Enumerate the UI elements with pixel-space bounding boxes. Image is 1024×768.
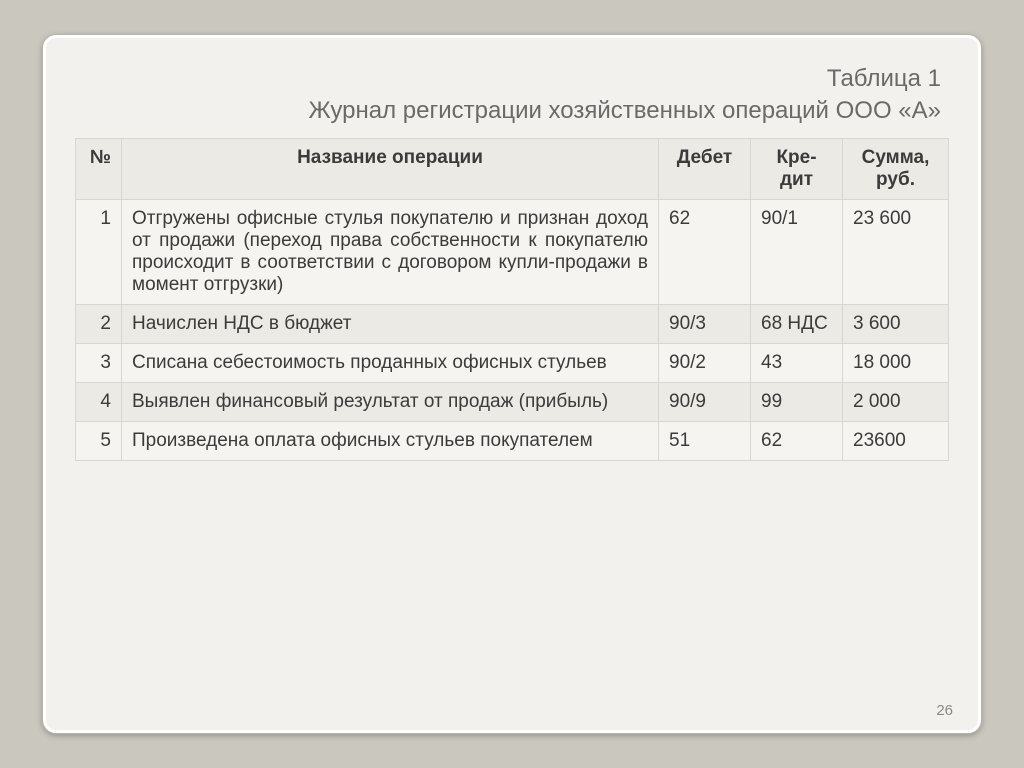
col-header-credit: Кре-дит bbox=[751, 138, 843, 199]
table-row: 3 Списана себестоимость проданных офисны… bbox=[76, 343, 949, 382]
cell-name: Начислен НДС в бюджет bbox=[122, 304, 659, 343]
cell-credit: 62 bbox=[751, 421, 843, 460]
cell-sum: 3 600 bbox=[843, 304, 949, 343]
cell-credit: 43 bbox=[751, 343, 843, 382]
cell-num: 3 bbox=[76, 343, 122, 382]
cell-debit: 51 bbox=[659, 421, 751, 460]
cell-sum: 18 000 bbox=[843, 343, 949, 382]
table-row: 4 Выявлен финансовый результат от продаж… bbox=[76, 382, 949, 421]
operations-table: № Название операции Дебет Кре-дит Сумма,… bbox=[75, 138, 949, 461]
table-header-row: № Название операции Дебет Кре-дит Сумма,… bbox=[76, 138, 949, 199]
table-row: 1 Отгружены офисные стулья покупателю и … bbox=[76, 199, 949, 304]
cell-sum: 2 000 bbox=[843, 382, 949, 421]
slide-title: Таблица 1 Журнал регистрации хозяйственн… bbox=[75, 63, 949, 128]
cell-sum: 23600 bbox=[843, 421, 949, 460]
cell-name: Списана себестоимость проданных офисных … bbox=[122, 343, 659, 382]
cell-name: Отгружены офисные стулья покупателю и пр… bbox=[122, 199, 659, 304]
cell-debit: 90/3 bbox=[659, 304, 751, 343]
table-row: 5 Произведена оплата офисных стульев пок… bbox=[76, 421, 949, 460]
cell-name: Произведена оплата офисных стульев покуп… bbox=[122, 421, 659, 460]
col-header-name: Название операции bbox=[122, 138, 659, 199]
page-number: 26 bbox=[936, 702, 953, 719]
cell-num: 1 bbox=[76, 199, 122, 304]
cell-sum: 23 600 bbox=[843, 199, 949, 304]
cell-num: 4 bbox=[76, 382, 122, 421]
cell-credit: 99 bbox=[751, 382, 843, 421]
cell-num: 2 bbox=[76, 304, 122, 343]
slide-frame: Таблица 1 Журнал регистрации хозяйственн… bbox=[42, 34, 982, 734]
cell-debit: 62 bbox=[659, 199, 751, 304]
title-line-1: Таблица 1 bbox=[75, 63, 941, 95]
cell-num: 5 bbox=[76, 421, 122, 460]
col-header-num: № bbox=[76, 138, 122, 199]
table-row: 2 Начислен НДС в бюджет 90/3 68 НДС 3 60… bbox=[76, 304, 949, 343]
cell-debit: 90/9 bbox=[659, 382, 751, 421]
col-header-debit: Дебет bbox=[659, 138, 751, 199]
cell-debit: 90/2 bbox=[659, 343, 751, 382]
cell-name: Выявлен финансовый результат от продаж (… bbox=[122, 382, 659, 421]
title-line-2: Журнал регистрации хозяйственных операци… bbox=[75, 95, 941, 127]
col-header-sum: Сумма, руб. bbox=[843, 138, 949, 199]
cell-credit: 90/1 bbox=[751, 199, 843, 304]
cell-credit: 68 НДС bbox=[751, 304, 843, 343]
